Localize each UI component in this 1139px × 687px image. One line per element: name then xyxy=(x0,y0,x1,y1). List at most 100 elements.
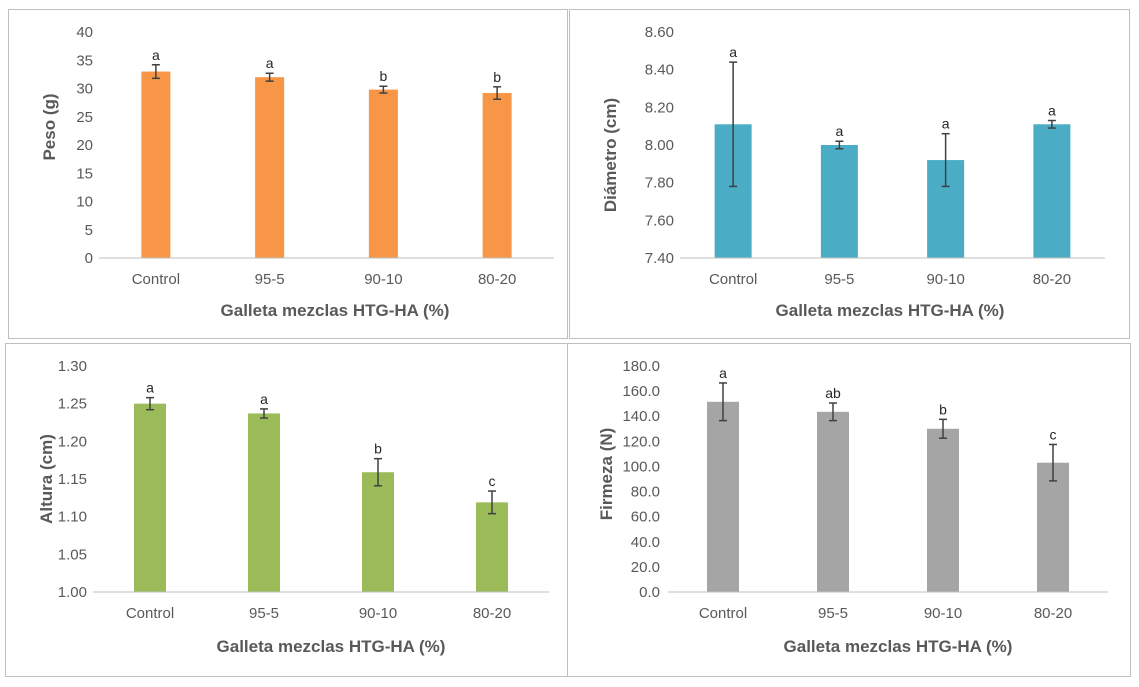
y-tick-label: 10 xyxy=(76,194,93,211)
bar xyxy=(1037,462,1069,592)
error-bar xyxy=(146,396,154,411)
y-tick-label: 60.0 xyxy=(631,509,660,526)
y-tick-label: 1.25 xyxy=(58,396,87,413)
y-tick-label: 100.0 xyxy=(622,458,660,475)
y-tick-label: 8.60 xyxy=(645,24,674,41)
bar xyxy=(476,502,508,592)
bar xyxy=(1033,124,1071,259)
significance-letter: a xyxy=(152,47,160,63)
chart-panel-altura: Altura (cm) Galleta mezclas HTG-HA (%) 1… xyxy=(5,343,569,677)
error-bar xyxy=(265,72,274,82)
significance-letter: a xyxy=(835,123,843,139)
x-tick-label: 90-10 xyxy=(924,605,962,622)
bar xyxy=(707,401,739,592)
x-tick-label: Control xyxy=(709,271,757,288)
y-tick-label: 8.00 xyxy=(645,137,674,154)
significance-letter: a xyxy=(942,116,950,132)
y-tick-label: 160.0 xyxy=(622,383,660,400)
significance-letter: b xyxy=(374,441,382,457)
y-tick-label: 180.0 xyxy=(622,358,660,375)
error-bar xyxy=(729,61,738,188)
y-tick-label: 0.0 xyxy=(639,584,660,601)
bar xyxy=(820,145,858,258)
x-tick-label: 95-5 xyxy=(824,271,854,288)
error-bar xyxy=(379,85,388,94)
x-tick-label: 90-10 xyxy=(926,271,964,288)
x-axis-title: Galleta mezclas HTG-HA (%) xyxy=(217,637,446,656)
chart-altura: Altura (cm) Galleta mezclas HTG-HA (%) 1… xyxy=(37,358,549,656)
bar xyxy=(368,89,398,258)
y-tick-label: 40 xyxy=(76,24,93,41)
y-tick-label: 1.15 xyxy=(58,471,87,488)
x-axis-title: Galleta mezclas HTG-HA (%) xyxy=(784,637,1013,656)
error-bar xyxy=(1047,119,1056,129)
error-bar xyxy=(260,408,268,419)
y-axis-title: Altura (cm) xyxy=(37,434,56,524)
significance-letter: c xyxy=(489,473,496,489)
x-tick-label: 95-5 xyxy=(818,605,848,622)
y-tick-label: 35 xyxy=(76,52,93,69)
y-tick-label: 7.40 xyxy=(645,250,674,267)
significance-letter: b xyxy=(493,69,501,85)
x-tick-label: 90-10 xyxy=(364,271,402,288)
chart-panel-peso: Peso (g) Galleta mezclas HTG-HA (%) 0 5 10… xyxy=(8,9,568,339)
y-tick-label: 30 xyxy=(76,81,93,98)
x-tick-label: 80-20 xyxy=(1033,271,1071,288)
x-tick-label: Control xyxy=(126,605,174,622)
significance-letter: a xyxy=(266,55,274,71)
significance-letter: b xyxy=(939,401,947,417)
chart-peso: Peso (g) Galleta mezclas HTG-HA (%) 0 5 10… xyxy=(40,24,554,320)
error-bar xyxy=(939,418,947,439)
significance-letter: a xyxy=(1048,103,1056,119)
y-axis-title: Peso (g) xyxy=(40,93,59,160)
y-tick-label: 1.10 xyxy=(58,509,87,526)
chart-panel-firmeza: Firmeza (N) Galleta mezclas HTG-HA (%) 0… xyxy=(567,343,1131,677)
y-tick-label: 140.0 xyxy=(622,408,660,425)
bar xyxy=(817,411,849,592)
bar xyxy=(141,71,171,258)
y-tick-label: 0 xyxy=(85,250,93,267)
y-tick-label: 25 xyxy=(76,109,93,126)
error-bar xyxy=(835,140,844,150)
bar xyxy=(248,413,280,592)
significance-letter: a xyxy=(719,365,727,381)
y-tick-label: 1.20 xyxy=(58,433,87,450)
bar xyxy=(927,428,959,592)
y-axis-title: Diámetro (cm) xyxy=(601,98,620,212)
error-bar xyxy=(719,382,727,422)
y-tick-label: 7.60 xyxy=(645,212,674,229)
y-tick-label: 1.00 xyxy=(58,584,87,601)
y-tick-label: 5 xyxy=(85,222,93,239)
y-tick-label: 120.0 xyxy=(622,433,660,450)
y-tick-label: 20 xyxy=(76,137,93,154)
x-tick-label: 90-10 xyxy=(359,605,397,622)
y-tick-label: 1.30 xyxy=(58,358,87,375)
error-bar xyxy=(1049,443,1057,482)
significance-letter: a xyxy=(146,380,154,396)
significance-letter: a xyxy=(260,391,268,407)
bar xyxy=(362,472,394,592)
x-tick-label: 80-20 xyxy=(1034,605,1072,622)
x-tick-label: 80-20 xyxy=(478,271,516,288)
x-tick-label: Control xyxy=(699,605,747,622)
y-tick-label: 20.0 xyxy=(631,559,660,576)
y-axis-title: Firmeza (N) xyxy=(597,428,616,521)
x-tick-label: 80-20 xyxy=(473,605,511,622)
x-tick-label: Control xyxy=(132,271,180,288)
bar xyxy=(134,403,166,592)
significance-letter: ab xyxy=(825,385,841,401)
y-tick-label: 15 xyxy=(76,165,93,182)
x-tick-label: 95-5 xyxy=(249,605,279,622)
x-axis-title: Galleta mezclas HTG-HA (%) xyxy=(221,301,450,320)
x-axis-title: Galleta mezclas HTG-HA (%) xyxy=(776,301,1005,320)
y-tick-label: 8.20 xyxy=(645,99,674,116)
significance-letter: c xyxy=(1050,426,1057,442)
error-bar xyxy=(493,86,502,100)
error-bar xyxy=(151,64,160,80)
error-bar xyxy=(829,402,837,422)
error-bar xyxy=(488,490,496,515)
error-bar xyxy=(374,457,382,487)
y-tick-label: 8.40 xyxy=(645,62,674,79)
significance-letter: b xyxy=(379,68,387,84)
x-tick-label: 95-5 xyxy=(255,271,285,288)
